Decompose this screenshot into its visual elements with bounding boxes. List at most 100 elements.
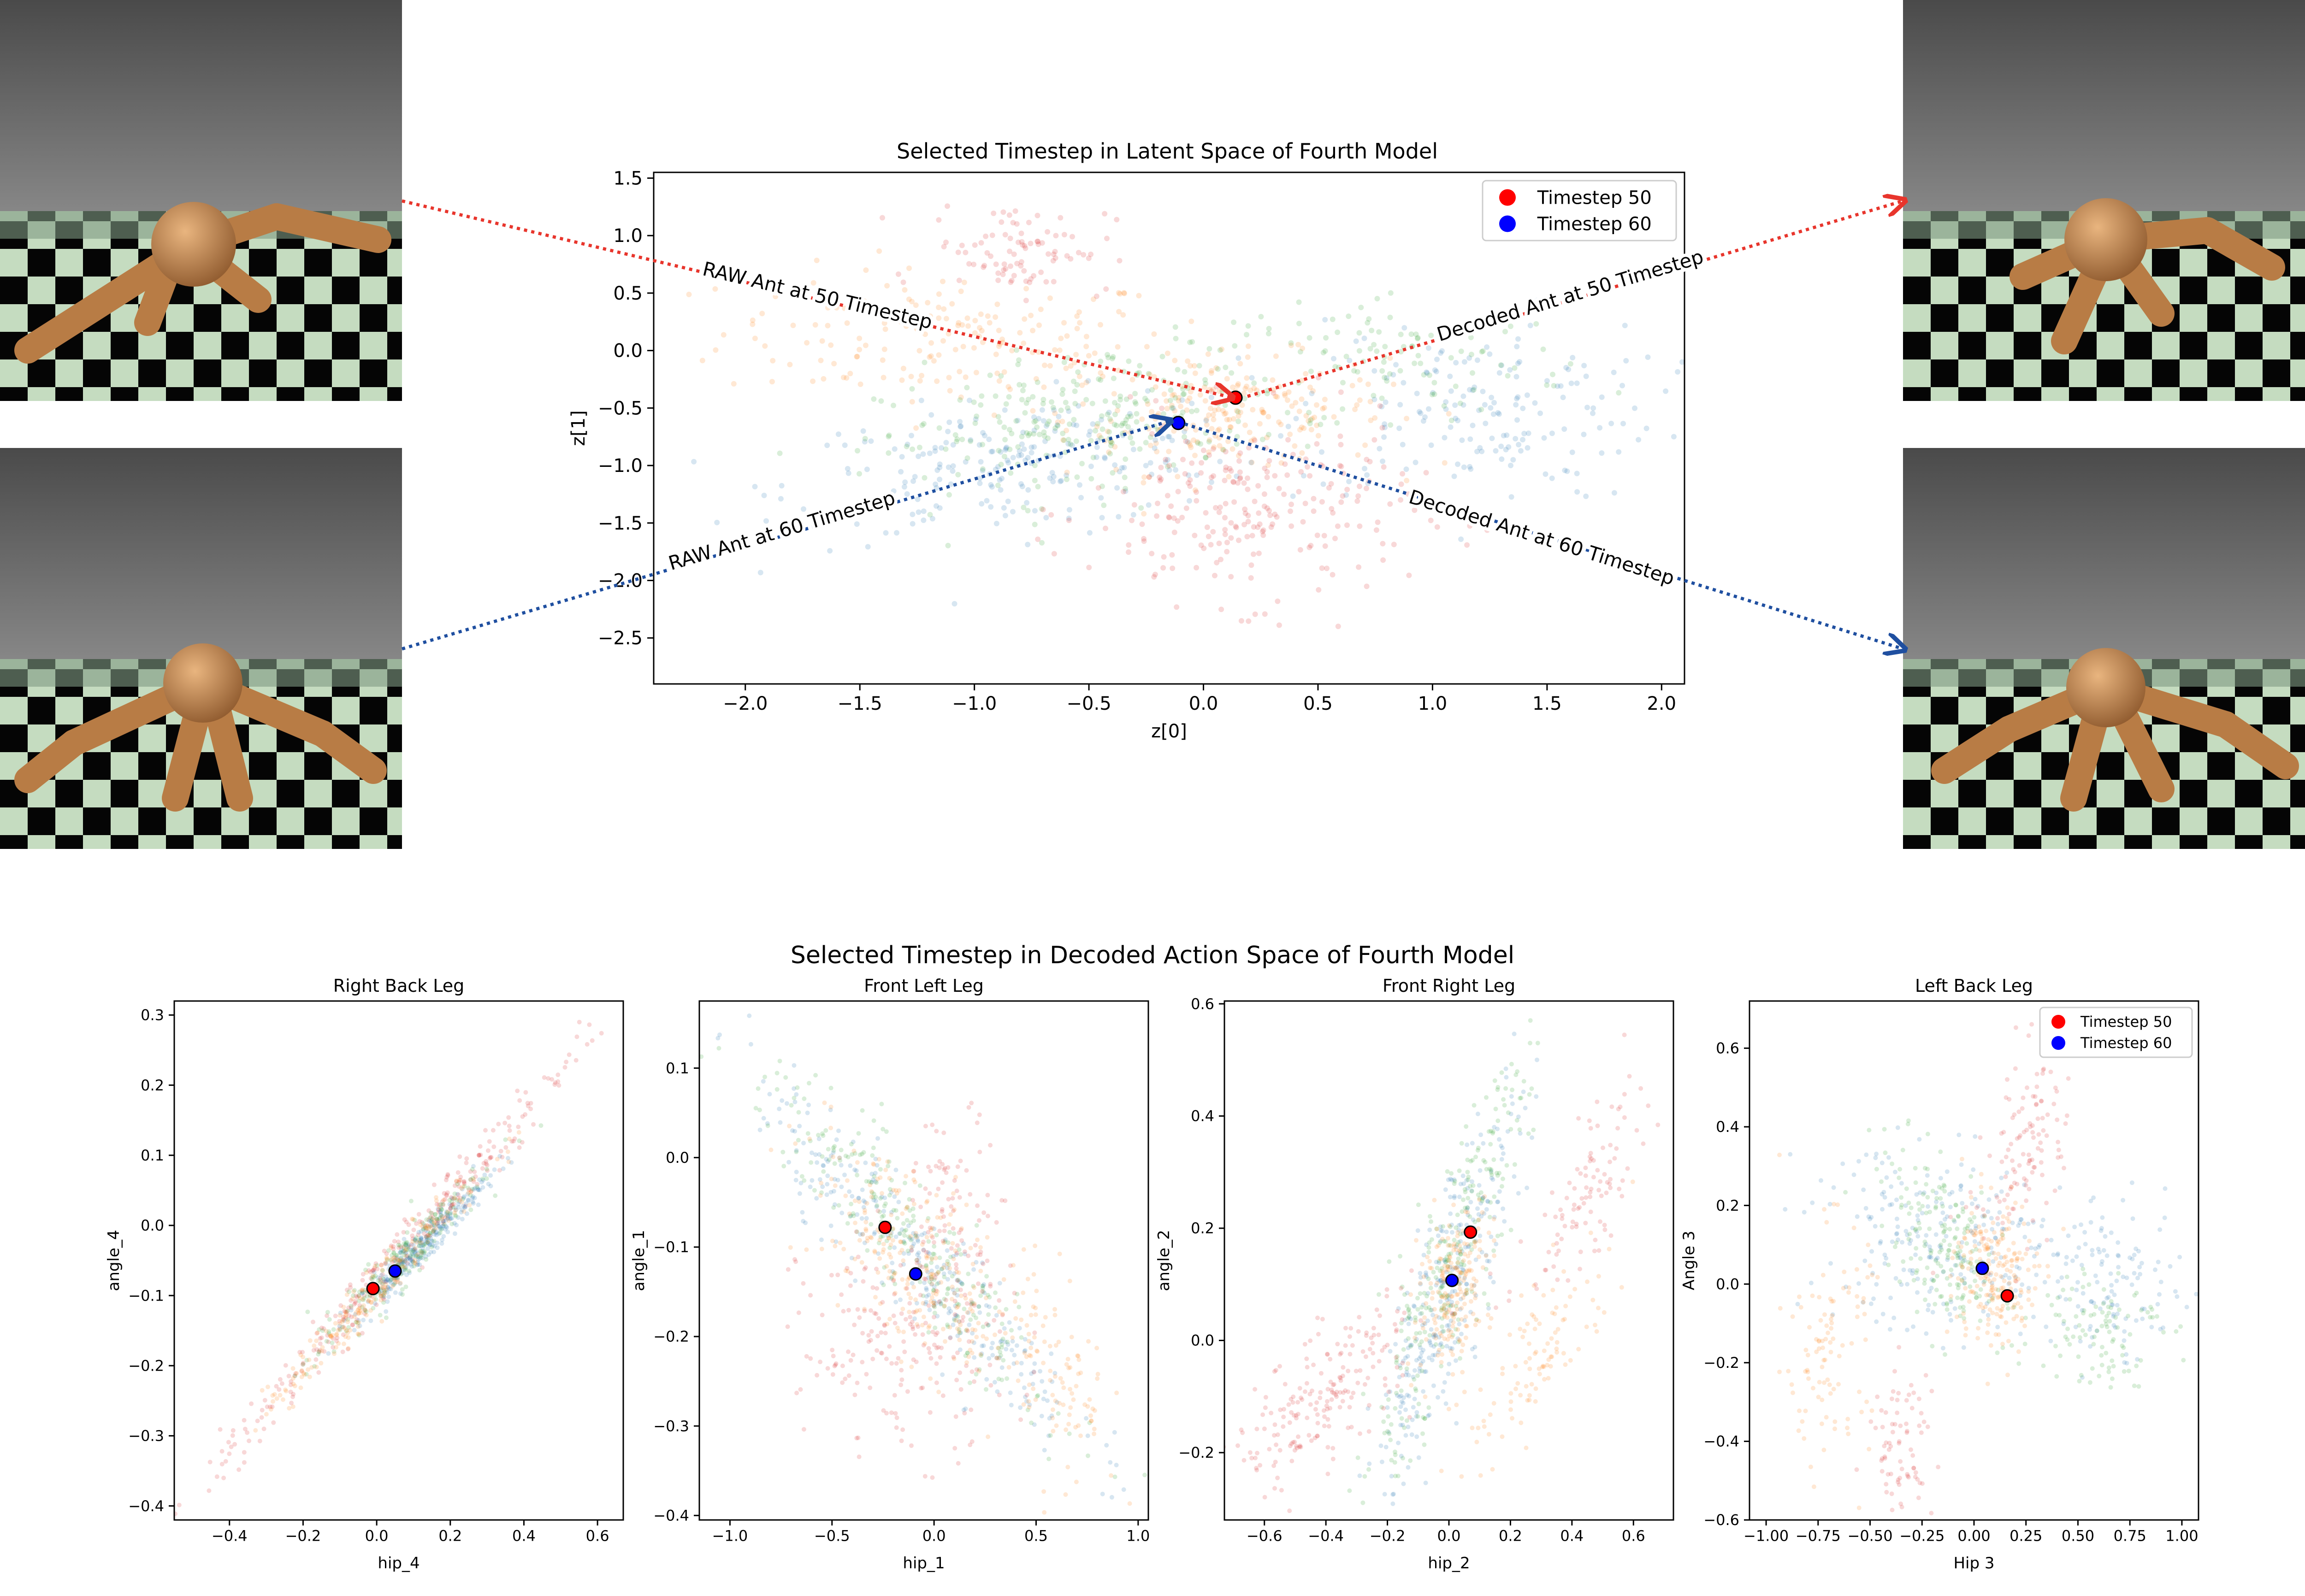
scatter-point xyxy=(362,1293,366,1298)
scatter-point xyxy=(1574,380,1580,386)
scatter-point xyxy=(1357,1473,1362,1478)
scatter-point xyxy=(1506,1110,1511,1115)
scatter-point xyxy=(470,1167,475,1172)
scatter-point xyxy=(426,1252,431,1257)
scatter-point xyxy=(1443,406,1449,412)
scatter-point xyxy=(1447,1223,1452,1228)
scatter-point xyxy=(1467,1260,1472,1265)
scatter-point xyxy=(417,1254,422,1259)
scatter-point xyxy=(906,1223,911,1228)
timestep-60-marker xyxy=(388,1264,402,1278)
scatter-point xyxy=(1192,453,1198,459)
scatter-point xyxy=(1501,1206,1506,1211)
scatter-point xyxy=(270,1393,275,1398)
scatter-point xyxy=(934,1272,940,1277)
scatter-point xyxy=(1675,369,1681,375)
scatter-point xyxy=(1503,447,1509,453)
scatter-point xyxy=(1451,1202,1456,1207)
scatter-point xyxy=(1014,260,1020,266)
y-tick-label: 0.0 xyxy=(613,341,643,362)
scatter-point xyxy=(405,1253,410,1258)
scatter-point xyxy=(396,1239,401,1244)
scatter-point xyxy=(1309,416,1315,422)
scatter-point xyxy=(1099,515,1105,521)
scatter-point xyxy=(1495,1085,1501,1090)
scatter-point xyxy=(844,320,850,326)
scatter-point xyxy=(1443,1260,1448,1265)
scatter-point xyxy=(1021,1402,1026,1407)
latent-axes-frame xyxy=(653,171,1685,685)
scatter-point xyxy=(1187,477,1193,483)
scatter-point xyxy=(354,1319,359,1325)
scatter-point xyxy=(889,1276,894,1281)
scatter-point xyxy=(924,1200,929,1205)
scatter-point xyxy=(1153,440,1159,446)
scatter-point xyxy=(1009,1402,1014,1408)
scatter-point xyxy=(941,1214,946,1219)
scatter-point xyxy=(262,1398,267,1403)
scatter-point xyxy=(1330,1456,1336,1461)
scatter-point xyxy=(1437,1240,1442,1245)
scatter-point xyxy=(937,477,943,483)
scatter-point xyxy=(999,336,1005,342)
scatter-point xyxy=(392,1282,396,1287)
scatter-point xyxy=(1127,394,1133,400)
scatter-point xyxy=(373,1261,378,1266)
scatter-point xyxy=(884,1264,889,1269)
scatter-point xyxy=(1442,1314,1447,1319)
scatter-point xyxy=(1447,1296,1452,1302)
scatter-point xyxy=(1469,1283,1474,1288)
scatter-point xyxy=(1441,1280,1446,1285)
scatter-point xyxy=(1189,408,1195,414)
scatter-point xyxy=(299,1368,304,1373)
scatter-point xyxy=(1516,442,1522,448)
scatter-point xyxy=(1172,408,1178,414)
scatter-point xyxy=(1307,1391,1312,1396)
scatter-point xyxy=(1132,399,1138,405)
scatter-point xyxy=(1088,476,1094,482)
scatter-point xyxy=(1008,470,1014,476)
scatter-point xyxy=(1521,1079,1526,1084)
scatter-point xyxy=(288,1382,293,1387)
scatter-point xyxy=(1307,420,1313,426)
scatter-point xyxy=(854,354,860,359)
scatter-point xyxy=(1445,1315,1450,1320)
scatter-point xyxy=(1601,1145,1605,1150)
scatter-point xyxy=(380,1267,385,1272)
scatter-point xyxy=(969,1300,974,1305)
scatter-point xyxy=(989,1345,994,1350)
scatter-point xyxy=(1315,1412,1320,1417)
scatter-point xyxy=(900,1277,905,1282)
scatter-point xyxy=(389,1245,394,1250)
scatter-point xyxy=(360,1291,365,1296)
scatter-point xyxy=(441,1221,446,1226)
scatter-point xyxy=(409,1242,414,1247)
scatter-point xyxy=(1530,1135,1535,1140)
scatter-point xyxy=(839,1163,844,1168)
scatter-point xyxy=(426,1233,431,1238)
scatter-point xyxy=(958,1227,963,1232)
scatter-point xyxy=(987,1362,993,1367)
scatter-point xyxy=(1434,1260,1439,1265)
scatter-point xyxy=(982,1290,987,1296)
scatter-point xyxy=(1399,1416,1404,1421)
scatter-point xyxy=(821,1169,826,1174)
scatter-point xyxy=(920,1265,925,1270)
scatter-point xyxy=(1367,1403,1371,1408)
scatter-point xyxy=(364,1270,369,1275)
scatter-point xyxy=(919,1232,924,1237)
scatter-point xyxy=(1395,1354,1400,1359)
scatter-point xyxy=(1428,1307,1433,1313)
scatter-point xyxy=(453,1213,458,1218)
scatter-point xyxy=(875,1203,880,1208)
scatter-point xyxy=(1394,1390,1399,1396)
scatter-point xyxy=(957,1319,962,1324)
scatter-point xyxy=(441,1197,446,1202)
timestep-50-marker xyxy=(878,1220,892,1234)
scatter-point xyxy=(1042,1339,1047,1344)
scatter-point xyxy=(1266,432,1271,437)
scatter-point xyxy=(1298,1444,1303,1449)
scatter-point xyxy=(871,396,877,402)
scatter-point xyxy=(877,1209,882,1214)
scatter-point xyxy=(988,504,994,510)
